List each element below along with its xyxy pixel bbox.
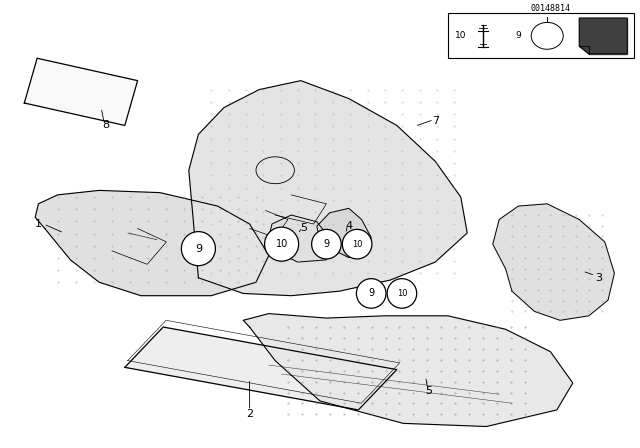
Polygon shape [189,81,467,296]
Ellipse shape [181,232,216,266]
Polygon shape [243,314,573,426]
Text: 9: 9 [368,289,374,298]
Polygon shape [24,58,138,125]
Text: 4: 4 [345,221,353,231]
Ellipse shape [264,227,299,261]
Polygon shape [317,208,371,258]
Text: 9: 9 [195,244,202,254]
Polygon shape [269,215,333,262]
Text: 7: 7 [431,116,439,126]
Text: 2: 2 [246,409,253,419]
Polygon shape [35,190,269,296]
Bar [448,13,634,58]
Text: 00148814: 00148814 [531,4,570,13]
Text: 3: 3 [595,273,602,283]
Ellipse shape [312,229,341,259]
Ellipse shape [342,229,372,259]
Text: 8: 8 [102,121,109,130]
Text: 1: 1 [35,219,42,229]
Text: 9: 9 [516,31,521,40]
Text: 10: 10 [455,31,467,40]
Polygon shape [493,204,614,320]
Polygon shape [579,18,627,54]
Text: 5: 5 [426,386,432,396]
Text: 10: 10 [275,239,288,249]
Text: 5: 5 [301,224,307,233]
Text: 10: 10 [397,289,407,298]
Ellipse shape [356,279,386,308]
Ellipse shape [387,279,417,308]
Text: 10: 10 [352,240,362,249]
Text: 9: 9 [323,239,330,249]
Polygon shape [125,327,397,410]
